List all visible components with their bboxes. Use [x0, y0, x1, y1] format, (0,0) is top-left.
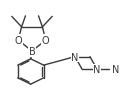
Text: O: O	[42, 36, 49, 46]
Text: B: B	[29, 47, 35, 57]
Text: N: N	[93, 65, 101, 75]
Text: O: O	[14, 36, 22, 46]
Text: N: N	[71, 52, 79, 62]
Text: N: N	[112, 64, 119, 74]
